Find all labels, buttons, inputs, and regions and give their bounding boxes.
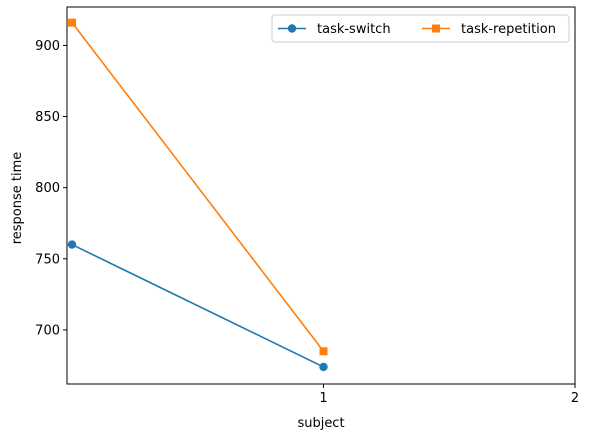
legend: task-switch task-repetition (271, 14, 570, 43)
y-tick-label: 900 (35, 39, 60, 54)
series-line-task-repetition (71, 22, 325, 352)
y-tick-label: 700 (35, 323, 60, 338)
legend-marker-task-repetition (432, 24, 440, 33)
y-tick-label: 750 (35, 252, 60, 267)
legend-label-task-repetition: task-repetition (461, 22, 556, 37)
plot-area (67, 7, 575, 384)
y-tick-label: 850 (35, 110, 60, 125)
x-axis-label: subject (297, 416, 344, 431)
data-point-task-repetition (319, 347, 328, 356)
plot-frame (66, 6, 576, 385)
legend-box (271, 14, 570, 43)
data-point-task-switch (67, 240, 77, 249)
data-point-task-repetition (68, 18, 77, 27)
series-layer (67, 18, 328, 372)
x-tick-label: 1 (319, 391, 327, 406)
series-line-task-switch (71, 243, 324, 368)
legend-label-task-switch: task-switch (317, 22, 391, 37)
axes-layer: 1 2 700 750 800 850 900 (35, 39, 579, 406)
data-point-task-switch (319, 362, 328, 372)
y-axis-label: response time (10, 152, 25, 245)
x-tick-label: 2 (571, 391, 579, 406)
legend-marker-task-switch (287, 24, 297, 33)
y-tick-label: 800 (35, 181, 60, 196)
